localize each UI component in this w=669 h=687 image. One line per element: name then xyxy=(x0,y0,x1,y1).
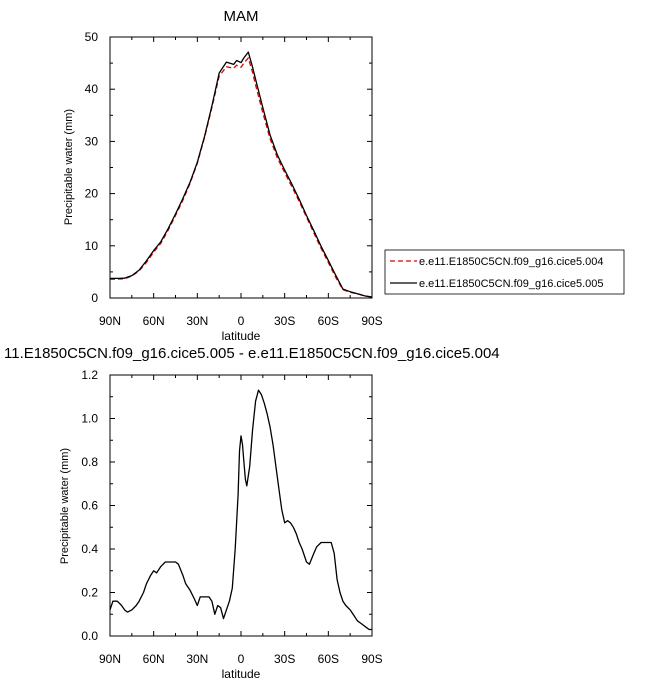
bottom-y-tick-label: 0.6 xyxy=(81,499,98,513)
top-y-tick-label: 0 xyxy=(91,291,98,305)
top-x-axis-label: latitude xyxy=(222,329,261,343)
bottom-y-tick-label: 0.4 xyxy=(81,542,98,556)
top-axes: 90N 60N 30N 0 30S 60S 90S 0 10 20 30 40 50 xyxy=(85,30,383,328)
top-x-tick-label: 60S xyxy=(318,314,339,328)
top-y-tick-label: 10 xyxy=(85,239,99,253)
legend: e.e11.E1850C5CN.f09_g16.cice5.004 e.e11.… xyxy=(384,249,625,295)
bottom-x-tick-label: 0 xyxy=(238,652,245,666)
top-x-tick-label: 30S xyxy=(274,314,295,328)
top-series-group xyxy=(110,51,373,298)
legend-box xyxy=(384,249,625,295)
top-y-tick-label: 30 xyxy=(85,134,99,148)
bottom-plot-frame xyxy=(109,374,373,637)
top-x-tick-label: 0 xyxy=(238,314,245,328)
top-x-tick-label: 90S xyxy=(361,314,382,328)
top-plot-frame xyxy=(109,36,373,299)
legend-label-series-005: e.e11.E1850C5CN.f09_g16.cice5.005 xyxy=(419,278,604,290)
bottom-x-tick-label: 90S xyxy=(361,652,382,666)
bottom-x-tick-label: 30S xyxy=(274,652,295,666)
bottom-series-line-0 xyxy=(109,389,372,631)
bottom-series-group xyxy=(109,389,372,631)
top-series-line-0 xyxy=(110,57,373,298)
legend-label-series-004: e.e11.E1850C5CN.f09_g16.cice5.004 xyxy=(419,256,604,268)
bottom-x-tick-label: 60S xyxy=(318,652,339,666)
bottom-y-tick-label: 1.0 xyxy=(81,412,98,426)
top-y-tick-label: 20 xyxy=(85,187,99,201)
bottom-x-axis-label: latitude xyxy=(222,667,261,681)
top-panel: MAM 90N 60N 30N 0 30S 60S 90S 0 10 20 30 40 50 Preci… xyxy=(63,8,383,343)
top-chart-title: MAM xyxy=(224,8,259,25)
bottom-y-tick-label: 0.2 xyxy=(81,586,98,600)
bottom-chart-title: 11.E1850C5CN.f09_g16.cice5.005 - e.e11.E… xyxy=(4,345,500,362)
bottom-x-tick-label: 90N xyxy=(99,652,121,666)
bottom-y-axis-label: Precipitable water (mm) xyxy=(59,448,71,564)
top-x-tick-label: 30N xyxy=(186,314,208,328)
bottom-y-tick-label: 0.8 xyxy=(81,455,98,469)
bottom-panel: 11.E1850C5CN.f09_g16.cice5.005 - e.e11.E… xyxy=(4,345,500,681)
bottom-y-tick-label: 0.0 xyxy=(81,629,98,643)
top-y-tick-label: 50 xyxy=(85,30,99,44)
top-x-tick-label: 60N xyxy=(143,314,165,328)
top-y-tick-label: 40 xyxy=(85,82,99,96)
bottom-y-tick-label: 1.2 xyxy=(81,368,98,382)
top-x-tick-label: 90N xyxy=(99,314,121,328)
bottom-x-tick-label: 30N xyxy=(186,652,208,666)
top-series-line-1 xyxy=(110,51,373,298)
bottom-axes: 90N 60N 30N 0 30S 60S 90S 0.0 0.2 0.4 0.6 0.8 1.0 1.2 xyxy=(81,368,382,666)
bottom-x-tick-label: 60N xyxy=(143,652,165,666)
top-y-axis-label: Precipitable water (mm) xyxy=(63,109,75,225)
